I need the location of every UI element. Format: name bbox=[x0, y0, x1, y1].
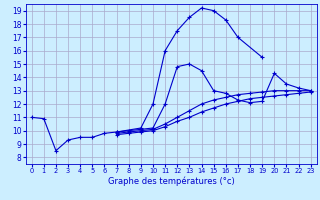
X-axis label: Graphe des températures (°c): Graphe des températures (°c) bbox=[108, 177, 235, 186]
